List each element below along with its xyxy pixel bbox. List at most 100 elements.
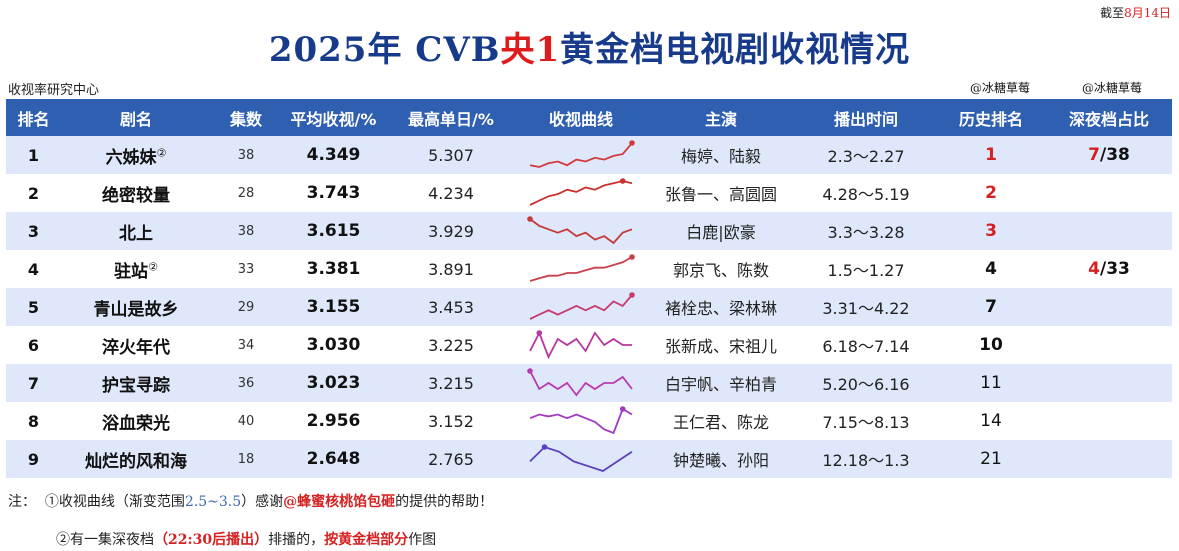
sparkline-line <box>529 294 633 320</box>
drama-name: 淬火年代 <box>102 337 170 358</box>
episodes-cell: 38 <box>211 136 281 174</box>
avg-rating-cell: 3.743 <box>281 174 386 212</box>
cast-cell: 王仁君、陈龙 <box>646 402 796 440</box>
peak-rating-cell: 3.225 <box>386 326 516 364</box>
late-night-share-cell <box>1046 440 1172 478</box>
note-2: ②有一集深夜档（22:30后播出）排播的，按黄金档部分作图 <box>56 532 437 548</box>
rating-curve-cell <box>516 174 646 212</box>
cast-cell: 钟楚曦、孙阳 <box>646 440 796 478</box>
history-rank-cell: 11 <box>936 364 1046 402</box>
header-late: 深夜档占比 <box>1046 99 1172 136</box>
avg-rating-cell: 3.023 <box>281 364 386 402</box>
history-rank-cell: 1 <box>936 136 1046 174</box>
drama-name: 灿烂的风和海 <box>85 451 187 472</box>
rating-sparkline <box>529 406 633 435</box>
header-avg: 平均收视/% <box>281 99 386 136</box>
table-row: 1 六姊妹② 38 4.349 5.307 梅婷、陆毅 2.3～2.27 1 7/38 <box>6 136 1172 174</box>
drama-name-cell: 北上 <box>61 212 211 250</box>
sparkline-line <box>529 142 633 168</box>
avg-rating-cell: 3.155 <box>281 288 386 326</box>
late-night-footnote-mark: ② <box>156 145 167 159</box>
late-night-share-cell <box>1046 364 1172 402</box>
sparkline-peak-point <box>541 444 548 450</box>
table-row: 5 青山是故乡 29 3.155 3.453 褚栓忠、梁林琳 3.31～4.22 7 <box>6 288 1172 326</box>
peak-rating-cell: 3.152 <box>386 402 516 440</box>
sparkline-peak-point <box>527 216 533 222</box>
peak-rating-cell: 3.891 <box>386 250 516 288</box>
late-night-share-cell <box>1046 174 1172 212</box>
rank-cell: 1 <box>6 136 61 174</box>
episodes-cell: 40 <box>211 402 281 440</box>
table-row: 6 淬火年代 34 3.030 3.225 张新成、宋祖儿 6.18～7.14 10 <box>6 326 1172 364</box>
avg-rating-cell: 3.030 <box>281 326 386 364</box>
air-date-cell: 6.18～7.14 <box>796 326 936 364</box>
cast-cell: 郭京飞、陈数 <box>646 250 796 288</box>
history-rank-cell: 14 <box>936 402 1046 440</box>
episodes-cell: 28 <box>211 174 281 212</box>
header-peak: 最高单日/% <box>386 99 516 136</box>
avg-rating-cell: 2.956 <box>281 402 386 440</box>
late-night-share-cell <box>1046 402 1172 440</box>
peak-rating-cell: 3.215 <box>386 364 516 402</box>
episodes-cell: 29 <box>211 288 281 326</box>
drama-name-cell: 青山是故乡 <box>61 288 211 326</box>
drama-name-cell: 绝密较量 <box>61 174 211 212</box>
avg-rating-cell: 4.349 <box>281 136 386 174</box>
rating-curve-cell <box>516 136 646 174</box>
rating-curve-cell <box>516 326 646 364</box>
table-row: 2 绝密较量 28 3.743 4.234 张鲁一、高圆圆 4.28～5.19 2 <box>6 174 1172 212</box>
sparkline-peak-point <box>619 178 626 184</box>
air-date-cell: 5.20～6.16 <box>796 364 936 402</box>
rating-sparkline <box>527 368 633 397</box>
rank-cell: 5 <box>6 288 61 326</box>
sparkline-line <box>529 407 633 435</box>
episodes-cell: 36 <box>211 364 281 402</box>
history-rank-cell: 2 <box>936 174 1046 212</box>
peak-rating-cell: 3.929 <box>386 212 516 250</box>
late-night-share-cell: 4/33 <box>1046 250 1172 288</box>
cast-cell: 白宇帆、辛柏青 <box>646 364 796 402</box>
episodes-cell: 33 <box>211 250 281 288</box>
sparkline-peak-point <box>629 292 635 298</box>
cast-cell: 张新成、宋祖儿 <box>646 326 796 364</box>
late-night-footnote-mark: ② <box>148 259 158 273</box>
rating-sparkline <box>529 330 632 360</box>
sparkline-peak-point <box>619 406 626 412</box>
rating-curve-cell <box>516 402 646 440</box>
drama-name: 青山是故乡 <box>93 299 179 320</box>
rank-cell: 7 <box>6 364 61 402</box>
header-episodes: 集数 <box>211 99 281 136</box>
sparkline-line <box>529 370 633 397</box>
ratings-table: 排名 剧名 集数 平均收视/% 最高单日/% 收视曲线 主演 播出时间 历史排名… <box>6 99 1172 478</box>
rating-sparkline <box>529 444 633 472</box>
air-date-cell: 12.18～1.3 <box>796 440 936 478</box>
avg-rating-cell: 3.381 <box>281 250 386 288</box>
rating-curve-cell <box>516 250 646 288</box>
sparkline-peak-point <box>527 368 533 374</box>
air-date-cell: 3.3～3.28 <box>796 212 936 250</box>
drama-name: 六姊妹 <box>105 147 157 168</box>
drama-name-cell: 淬火年代 <box>61 326 211 364</box>
late-night-share-cell <box>1046 288 1172 326</box>
drama-name: 驻站 <box>114 261 149 282</box>
drama-name-cell: 浴血荣光 <box>61 402 211 440</box>
cast-cell: 白鹿|欧豪 <box>646 212 796 250</box>
rating-curve-cell <box>516 288 646 326</box>
rating-sparkline <box>529 178 633 206</box>
history-rank-cell: 3 <box>936 212 1046 250</box>
rating-curve-cell <box>516 364 646 402</box>
cast-cell: 张鲁一、高圆圆 <box>646 174 796 212</box>
table-row: 3 北上 38 3.615 3.929 白鹿|欧豪 3.3～3.28 3 <box>6 212 1172 250</box>
rank-cell: 9 <box>6 440 61 478</box>
drama-name-cell: 灿烂的风和海 <box>61 440 211 478</box>
episodes-cell: 38 <box>211 212 281 250</box>
sparkline-peak-point <box>629 254 635 260</box>
late-night-share-cell: 7/38 <box>1046 136 1172 174</box>
rating-sparkline <box>529 140 635 168</box>
drama-name-cell: 驻站② <box>61 250 211 288</box>
cast-cell: 梅婷、陆毅 <box>646 136 796 174</box>
peak-rating-cell: 3.453 <box>386 288 516 326</box>
drama-name: 浴血荣光 <box>102 413 170 434</box>
rating-curve-cell <box>516 440 646 478</box>
note-1: 注： ①收视曲线（渐变范围2.5~3.5）感谢@蜂蜜核桃馅包砸的提供的帮助！ <box>8 494 494 510</box>
